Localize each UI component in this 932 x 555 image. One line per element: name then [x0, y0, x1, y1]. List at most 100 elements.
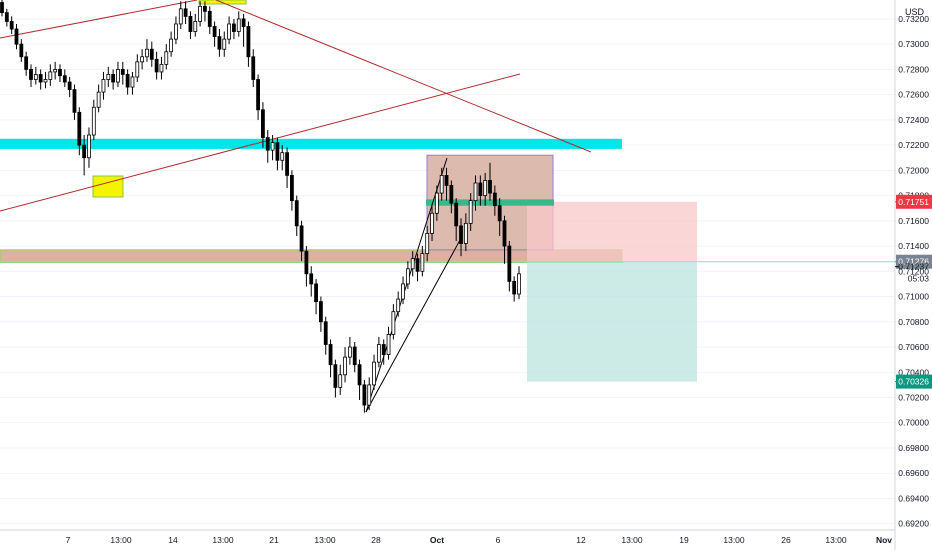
candle-body	[43, 79, 48, 83]
candle-body	[14, 28, 19, 45]
candle-body	[232, 23, 236, 32]
trendline-ascending	[0, 73, 521, 212]
candle-body	[9, 21, 14, 30]
candle-body	[4, 12, 9, 22]
candle-body	[309, 273, 314, 285]
y-tick-label: 0.70600	[898, 342, 929, 352]
candle-body	[347, 346, 352, 358]
drawing-zones	[0, 0, 697, 382]
candle-body	[265, 137, 270, 151]
candle-body	[0, 2, 4, 14]
candle-body	[285, 152, 289, 176]
candle-body	[193, 21, 198, 32]
channel-line-upper	[365, 157, 448, 413]
x-tick-label: Nov	[876, 535, 892, 545]
candle-body	[111, 74, 116, 83]
candle-body	[178, 8, 183, 25]
price-label-target-bg	[896, 374, 932, 389]
candle-body	[483, 180, 488, 196]
candle-body	[357, 364, 362, 386]
candle-body	[299, 225, 304, 252]
candle-body	[468, 200, 473, 224]
y-tick-label: 0.73000	[898, 39, 929, 49]
candle-body	[101, 79, 106, 93]
candle-body	[517, 273, 521, 295]
candle-body	[217, 36, 222, 50]
candle-body	[497, 205, 502, 222]
price-label-current: 0.71237	[898, 262, 929, 272]
countdown-clock: 05:03	[908, 274, 930, 284]
candle-body	[386, 334, 391, 355]
candle-body	[294, 200, 299, 227]
candle-body	[256, 79, 260, 111]
candle-body	[38, 74, 43, 83]
candle-body	[116, 69, 120, 83]
x-tick-label: 13:00	[825, 535, 847, 545]
y-tick-label: 0.70400	[898, 367, 929, 377]
price-label-target: 0.70326	[898, 377, 929, 387]
candle-body	[53, 69, 58, 73]
x-tick-label: 21	[269, 535, 279, 545]
candle-body	[415, 258, 420, 272]
price-label-stop: 0.71751	[898, 197, 929, 207]
candle-body	[304, 250, 309, 275]
x-tick-label: 12	[576, 535, 586, 545]
candle-body	[362, 384, 367, 406]
x-tick-label: 6	[496, 535, 501, 545]
x-tick-label: 13:00	[621, 535, 643, 545]
y-tick-label: 0.72400	[898, 115, 929, 125]
candle-body	[401, 283, 405, 300]
trendline-upper-left	[0, 0, 198, 39]
x-tick-label: 13:00	[110, 535, 132, 545]
y-tick-label: 0.70200	[898, 393, 929, 403]
candle-body	[140, 56, 145, 63]
y-tick-label: 0.72200	[898, 140, 929, 150]
candle-body	[77, 111, 82, 146]
candle-body	[512, 281, 517, 295]
candle-body	[507, 245, 512, 282]
candle-body	[62, 75, 67, 83]
candle-body	[154, 58, 159, 73]
channel-line-lower	[365, 239, 461, 413]
x-axis[interactable]: 7 13:00 14 13:00 21 13:00 28 Oct 6 12 13:00 19 13:00…	[66, 535, 893, 545]
x-tick-label: 28	[371, 535, 381, 545]
candle-body	[145, 48, 149, 58]
candle-body	[343, 356, 347, 376]
candle-body	[367, 384, 372, 406]
price-label-stop-bg	[896, 194, 932, 209]
candle-body	[449, 185, 454, 204]
x-tick-label: 13:00	[314, 535, 336, 545]
candle-body	[135, 61, 140, 78]
candle-body	[58, 69, 62, 77]
candle-body	[106, 74, 111, 80]
candle-body	[91, 106, 96, 136]
candle-body	[130, 76, 135, 88]
candle-body	[381, 344, 386, 355]
candle-body	[169, 38, 174, 53]
candle-body	[314, 283, 318, 302]
candle-body	[48, 71, 53, 80]
candle-body	[454, 202, 459, 227]
candle-body	[275, 142, 280, 161]
candle-body	[96, 91, 101, 108]
candle-body	[352, 346, 357, 366]
candles	[0, 0, 521, 413]
candle-body	[33, 74, 38, 80]
candle-body	[318, 301, 323, 323]
y-tick-label: 0.69600	[898, 468, 929, 478]
candle-body	[323, 321, 328, 345]
candle-body	[174, 23, 178, 40]
yellow-marker-box-top	[198, 0, 247, 5]
y-tick-label: 0.70000	[898, 418, 929, 428]
candle-body	[459, 225, 463, 244]
candle-body	[183, 8, 188, 17]
x-tick-label: 13:00	[723, 535, 745, 545]
y-tick-label: 0.71000	[898, 292, 929, 302]
x-tick-label: 7	[66, 535, 71, 545]
candle-body	[164, 51, 169, 65]
candle-body	[251, 56, 256, 80]
candle-body	[29, 69, 33, 80]
